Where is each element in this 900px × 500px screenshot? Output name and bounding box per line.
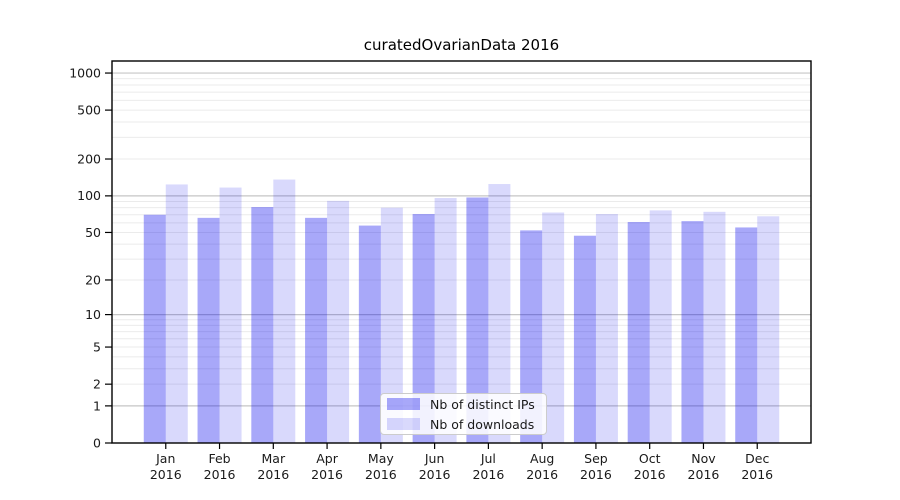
y-tick-label: 100 <box>77 188 101 203</box>
x-tick-label-year: 2016 <box>365 467 397 482</box>
bar-downloads-apr <box>327 200 350 443</box>
bar-ips-sep <box>573 235 596 443</box>
x-tick-label-month: Jan <box>155 451 175 466</box>
bar-downloads-may <box>380 207 403 443</box>
legend-swatch-downloads <box>387 418 420 430</box>
bar-downloads-jul <box>488 184 511 444</box>
bar-ips-dec <box>735 227 758 443</box>
legend-item-downloads: Nb of downloads <box>387 417 546 432</box>
x-tick-label-year: 2016 <box>688 467 720 482</box>
x-tick-label-month: Aug <box>530 451 554 466</box>
chart-title: curatedOvarianData 2016 <box>363 36 560 54</box>
bar-ips-mar <box>251 207 274 443</box>
x-tick-label-year: 2016 <box>741 467 773 482</box>
bar-downloads-jun <box>434 198 457 443</box>
y-tick-label: 20 <box>85 272 101 287</box>
bar-ips-may <box>358 225 381 443</box>
x-tick-label-year: 2016 <box>204 467 236 482</box>
bar-ips-feb <box>197 217 220 443</box>
bar-ips-jan <box>143 214 166 443</box>
legend-label-distinct-ips: Nb of distinct IPs <box>430 396 535 412</box>
y-tick-label: 2 <box>93 377 101 392</box>
plot-border <box>111 60 812 444</box>
x-tick-label-month: Feb <box>208 451 230 466</box>
bar-downloads-aug <box>542 212 565 443</box>
x-tick-label-month: Apr <box>316 451 338 466</box>
bar-downloads-feb <box>219 187 242 443</box>
bar-ips-jul <box>466 197 489 443</box>
bar-downloads-dec <box>757 216 780 443</box>
x-tick-label-month: Nov <box>691 451 716 466</box>
y-tick-label: 500 <box>77 102 101 117</box>
bar-downloads-jan <box>165 184 188 443</box>
x-tick-label-month: Sep <box>584 451 608 466</box>
x-tick-label-year: 2016 <box>311 467 343 482</box>
x-tick-label-year: 2016 <box>472 467 504 482</box>
bar-ips-nov <box>681 221 704 443</box>
y-tick-label: 5 <box>93 339 101 354</box>
bar-downloads-oct <box>649 210 672 443</box>
x-tick-label-month: Jul <box>480 451 496 466</box>
x-tick-label-year: 2016 <box>150 467 182 482</box>
bar-downloads-mar <box>273 179 296 443</box>
bar-downloads-nov <box>703 211 726 443</box>
bar-ips-aug <box>520 230 543 443</box>
x-tick-label-month: May <box>368 451 394 466</box>
y-tick-label: 0 <box>93 435 101 450</box>
bar-ips-apr <box>305 217 328 443</box>
x-tick-label-month: Oct <box>639 451 661 466</box>
y-tick-label: 10 <box>85 307 101 322</box>
x-tick-label-month: Dec <box>745 451 769 466</box>
y-tick-label: 200 <box>77 151 101 166</box>
x-tick-label-year: 2016 <box>634 467 666 482</box>
x-tick-label-month: Mar <box>262 451 286 466</box>
x-tick-label-year: 2016 <box>526 467 558 482</box>
x-tick-label-year: 2016 <box>419 467 451 482</box>
y-tick-label: 1000 <box>69 65 101 80</box>
y-tick-label: 50 <box>85 225 101 240</box>
bar-downloads-sep <box>595 213 618 443</box>
legend-swatch-distinct-ips <box>387 398 420 410</box>
bar-ips-jun <box>412 213 435 443</box>
x-tick-label-year: 2016 <box>580 467 612 482</box>
legend-label-downloads: Nb of downloads <box>430 416 535 432</box>
y-tick-label: 1 <box>93 398 101 413</box>
legend-item-distinct-ips: Nb of distinct IPs <box>387 397 546 412</box>
bar-ips-oct <box>627 221 650 443</box>
x-tick-label-month: Jun <box>424 451 445 466</box>
legend: Nb of distinct IPs Nb of downloads <box>380 393 547 435</box>
x-tick-label-year: 2016 <box>257 467 289 482</box>
